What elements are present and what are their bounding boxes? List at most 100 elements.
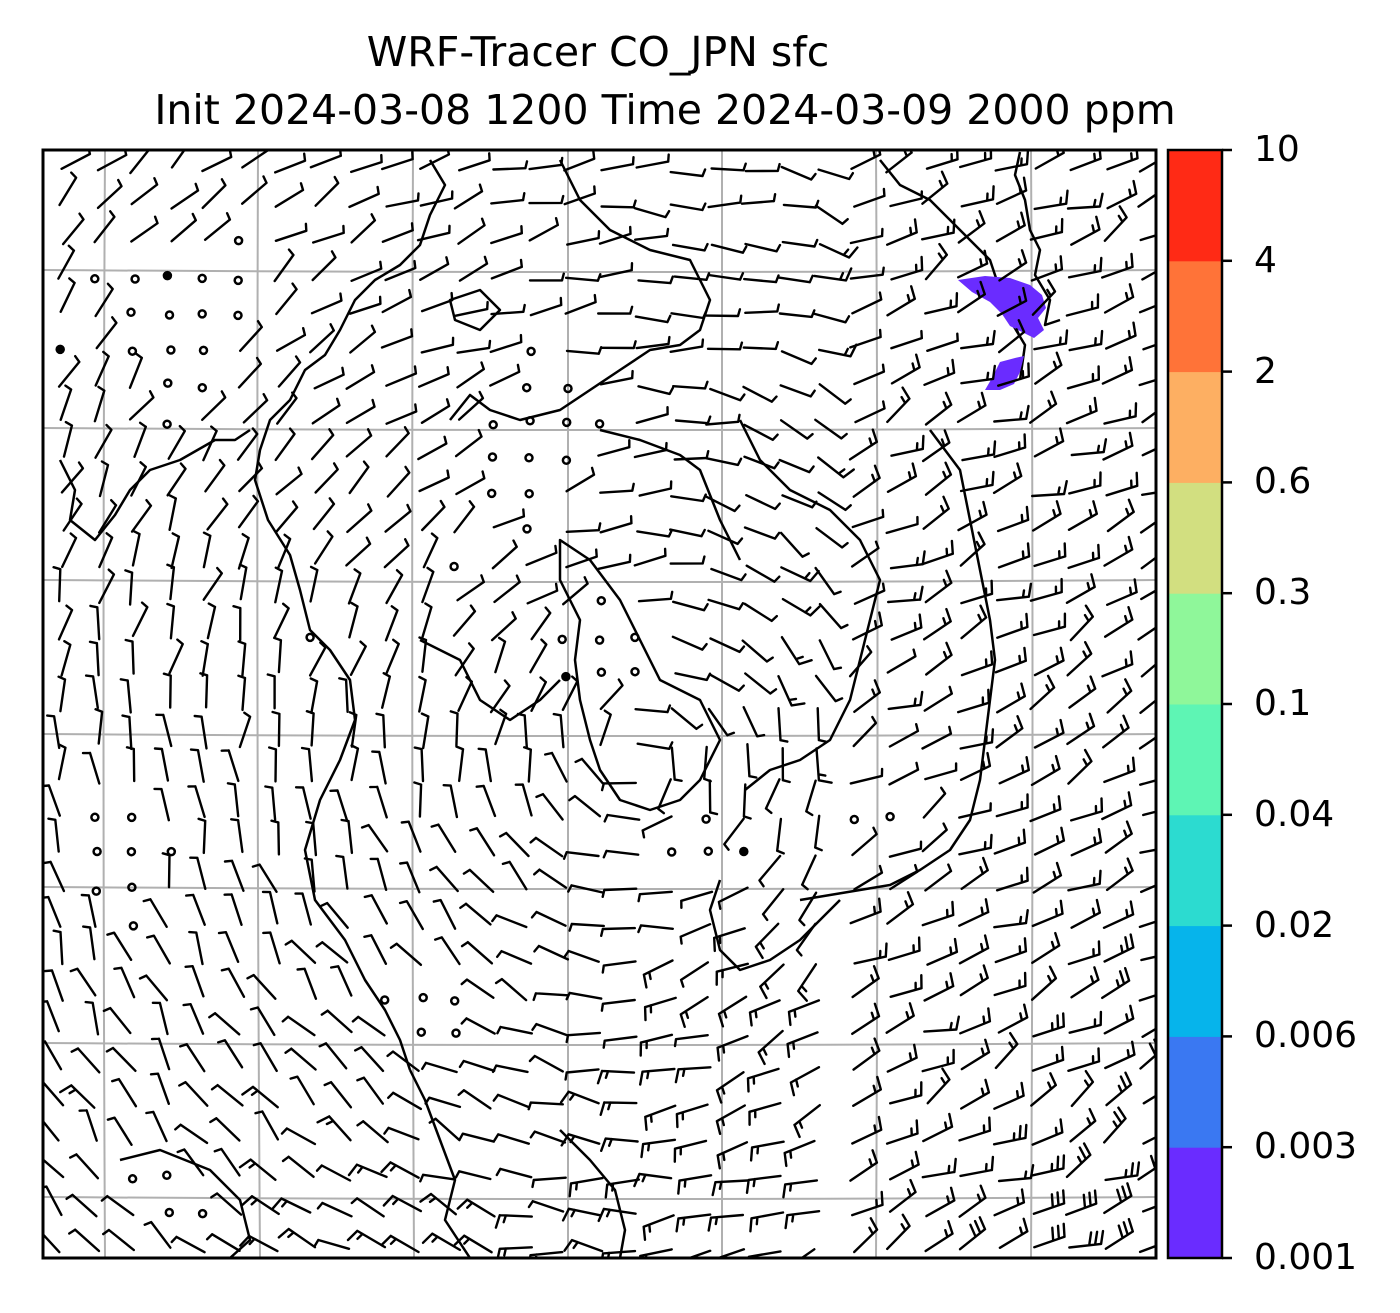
- wind-barb: [309, 677, 319, 715]
- wind-barb: [1101, 650, 1134, 678]
- wind-barb: [1139, 698, 1156, 714]
- gridline-v: [721, 150, 724, 1258]
- wind-barb: [924, 863, 953, 892]
- wind-barb: [995, 211, 1026, 243]
- colorbar-tick-label: 0.6: [1254, 461, 1312, 503]
- calm-circle: [126, 812, 137, 823]
- wind-barb: [1033, 718, 1065, 749]
- wind-barb: [889, 550, 926, 570]
- wind-barb: [889, 190, 923, 208]
- wind-barb: [922, 495, 950, 530]
- wind-barb: [1068, 329, 1104, 352]
- wind-barb: [419, 190, 454, 207]
- wind-barb: [1066, 365, 1100, 390]
- wind-barb: [958, 833, 993, 856]
- wind-barb: [886, 1213, 911, 1251]
- map-frame: [41, 148, 1158, 1260]
- colorbar-bands: [1168, 150, 1222, 1259]
- wind-barb: [348, 460, 370, 495]
- wind-barb: [636, 528, 673, 538]
- wind-barb: [644, 1104, 677, 1131]
- wind-barb: [783, 1139, 816, 1168]
- wind-barb: [817, 456, 855, 479]
- calm-circle: [486, 488, 497, 499]
- wind-barb: [113, 966, 136, 999]
- wind-barb: [1030, 754, 1061, 787]
- coastline-korea: [408, 1069, 472, 1258]
- wind-barb: [458, 1132, 495, 1143]
- wind-barb: [456, 1198, 496, 1218]
- wind-barb: [413, 781, 423, 818]
- wind-barb: [421, 499, 446, 532]
- wind-barb: [188, 930, 204, 966]
- wind-barb: [346, 503, 373, 534]
- wind-barb: [1104, 1161, 1141, 1182]
- wind-barb: [1103, 402, 1138, 425]
- wind-barb: [1068, 1010, 1103, 1034]
- wind-barb: [1031, 1045, 1065, 1072]
- wind-barb: [130, 499, 153, 533]
- wind-barb: [786, 1031, 819, 1059]
- calm-circle: [739, 846, 749, 857]
- wind-barb: [670, 310, 708, 320]
- calm-circle: [126, 846, 137, 857]
- wind-barb: [679, 961, 710, 988]
- coastline-japan-east: [799, 429, 997, 902]
- wind-barb: [380, 1234, 420, 1254]
- wind-barb: [416, 224, 451, 242]
- wind-barb: [455, 470, 486, 496]
- wind-barb: [748, 1101, 782, 1126]
- wind-barb: [600, 156, 635, 172]
- wind-barb: [924, 762, 958, 781]
- wind-barb: [561, 1207, 602, 1222]
- wind-barb: [1031, 1154, 1066, 1177]
- calm-circle: [630, 666, 640, 677]
- wind-barbs: [43, 150, 1156, 1258]
- wind-barb: [142, 898, 168, 928]
- wind-barb: [1029, 390, 1058, 424]
- colorbar-ticks: [1222, 148, 1232, 1260]
- wind-barb: [781, 597, 821, 617]
- wind-barb: [707, 707, 736, 737]
- colorbar-band: [1168, 1036, 1222, 1148]
- calm-circle: [90, 274, 100, 284]
- wind-barb: [381, 150, 414, 171]
- wind-barb: [780, 566, 820, 583]
- wind-barb: [69, 967, 97, 997]
- wind-barb: [275, 500, 299, 533]
- wind-barb: [1101, 356, 1134, 385]
- wind-barb: [329, 789, 349, 823]
- wind-barb: [994, 646, 1027, 674]
- wind-barb: [924, 242, 948, 281]
- wind-barb: [707, 1213, 745, 1232]
- wind-barb: [601, 887, 638, 898]
- wind-barb: [781, 238, 819, 248]
- wind-barb: [43, 1232, 61, 1254]
- wind-barb: [1142, 343, 1156, 351]
- wind-barb: [387, 1091, 423, 1111]
- wind-barb: [743, 423, 779, 441]
- wind-barb: [960, 185, 995, 208]
- chart-title: WRF-Tracer CO_JPN sfc: [366, 28, 830, 76]
- wind-barb: [1069, 1107, 1097, 1143]
- wind-barb: [600, 1137, 639, 1152]
- wind-barb: [43, 969, 64, 1002]
- wind-barb: [82, 925, 96, 961]
- calm-circle: [557, 634, 567, 645]
- calm-circle: [561, 455, 572, 466]
- wind-barb: [599, 262, 634, 279]
- wind-barb: [232, 605, 242, 642]
- colorbar-tick-label: 0.1: [1254, 683, 1312, 724]
- wind-barb: [313, 1238, 351, 1250]
- wind-barb: [634, 227, 670, 241]
- calm-circle: [233, 275, 243, 286]
- wind-barb: [61, 212, 85, 246]
- wind-barb: [960, 650, 994, 677]
- wind-barb: [102, 1228, 135, 1252]
- wind-barb: [315, 941, 349, 964]
- wind-barb: [669, 202, 707, 212]
- wind-barb: [921, 170, 949, 205]
- wind-barb: [530, 676, 547, 712]
- wind-barb: [599, 1101, 638, 1116]
- wind-barb: [715, 962, 749, 986]
